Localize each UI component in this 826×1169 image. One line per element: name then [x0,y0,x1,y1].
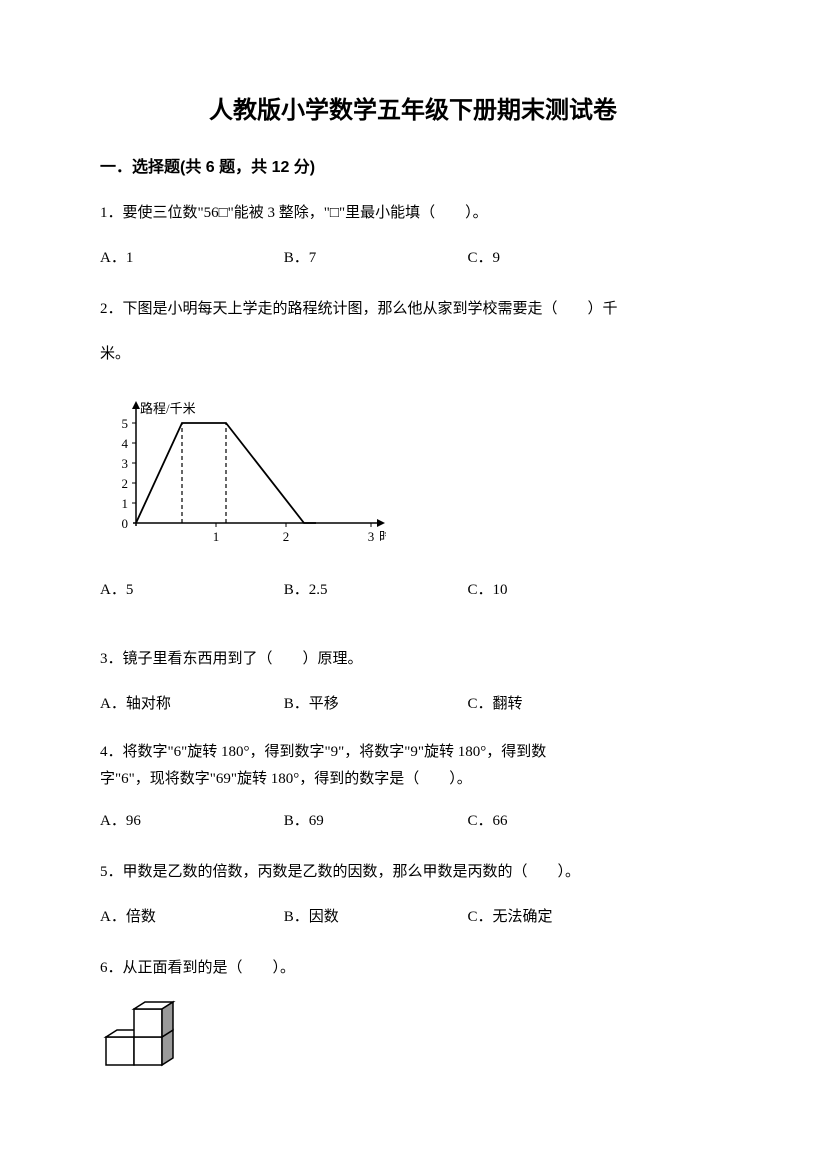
question-6: 6．从正面看到的是（ ）。 [100,952,726,985]
q3-opt-a: A．轴对称 [100,688,280,721]
q2-opt-c: C．10 [468,574,648,607]
svg-text:1: 1 [122,496,129,511]
question-3-options: A．轴对称 B．平移 C．翻转 [100,688,726,721]
question-4-options: A．96 B．69 C．66 [100,805,726,838]
q4-opt-b: B．69 [284,805,464,838]
chart-svg: 0 1 2 3 4 5 1 2 3 路程/千米时间/小时 [96,383,386,553]
question-2-line1: 2．下图是小明每天上学走的路程统计图，那么他从家到学校需要走（ ）千 [100,293,726,326]
q3-opt-c: C．翻转 [468,688,648,721]
question-5-options: A．倍数 B．因数 C．无法确定 [100,901,726,934]
cube-svg [102,999,192,1069]
page-title: 人教版小学数学五年级下册期末测试卷 [100,90,726,125]
question-4-line1: 4．将数字"6"旋转 180°，得到数字"9"，将数字"9"旋转 180°，得到… [100,739,726,766]
q2-opt-a: A．5 [100,574,280,607]
question-5: 5．甲数是乙数的倍数，丙数是乙数的因数，那么甲数是丙数的（ ）。 [100,856,726,889]
q4-opt-c: C．66 [468,805,648,838]
line-chart: 0 1 2 3 4 5 1 2 3 路程/千米时间/小时 [96,383,726,558]
q3-opt-b: B．平移 [284,688,464,721]
q5-opt-a: A．倍数 [100,901,280,934]
q1-opt-a: A．1 [100,242,280,275]
svg-text:4: 4 [122,436,129,451]
cube-diagram [102,999,726,1074]
svg-text:5: 5 [122,416,129,431]
question-2-options: A．5 B．2.5 C．10 [100,574,726,607]
svg-text:0: 0 [122,516,129,531]
svg-text:3: 3 [368,529,375,544]
q1-opt-b: B．7 [284,242,464,275]
svg-text:1: 1 [213,529,220,544]
svg-text:2: 2 [122,476,129,491]
svg-text:时间/小时: 时间/小时 [379,529,386,544]
question-1-options: A．1 B．7 C．9 [100,242,726,275]
section-header: 一．选择题(共 6 题，共 12 分) [100,153,726,177]
question-4-line2: 字"6"，现将数字"69"旋转 180°，得到的数字是（ ）。 [100,766,726,793]
svg-text:3: 3 [122,456,129,471]
question-3: 3．镜子里看东西用到了（ ）原理。 [100,643,726,676]
question-2-line2: 米。 [100,338,726,371]
svg-text:路程/千米: 路程/千米 [140,401,196,416]
q4-opt-a: A．96 [100,805,280,838]
q2-opt-b: B．2.5 [284,574,464,607]
svg-text:2: 2 [283,529,290,544]
q5-opt-b: B．因数 [284,901,464,934]
q5-opt-c: C．无法确定 [468,901,648,934]
q1-opt-c: C．9 [468,242,648,275]
question-1: 1．要使三位数"56□"能被 3 整除，"□"里最小能填（ ）。 [100,197,726,230]
